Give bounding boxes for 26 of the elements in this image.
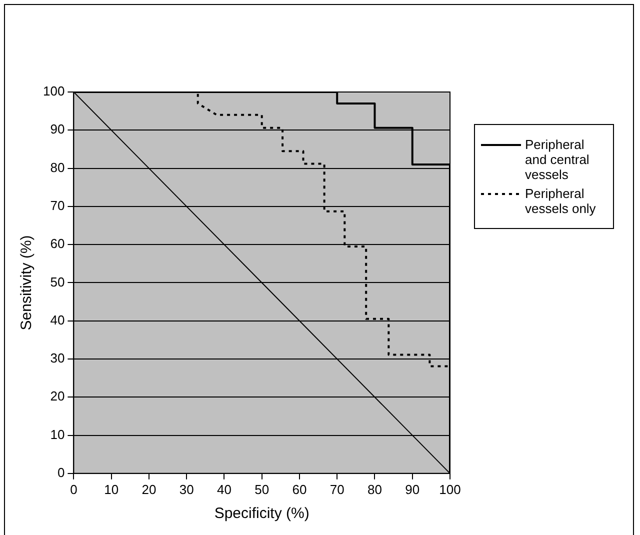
y-tick-label: 0 [57,464,65,480]
legend-label: Peripheral vessels only [525,186,597,216]
y-tick-label: 10 [50,426,65,442]
x-axis-title: Specificity (%) [214,505,310,522]
y-tick-label: 40 [50,312,65,328]
legend-label: Peripheral and central vessels [525,137,590,182]
y-tick-label: 70 [50,198,65,213]
y-axis-title: Sensitivity (%) [18,235,36,330]
x-tick-label: 0 [70,482,78,497]
x-tick-label: 100 [439,482,461,497]
y-tick-label: 50 [50,274,65,290]
x-tick-label: 70 [330,482,344,497]
x-tick-label: 50 [254,482,270,497]
y-tick-label: 20 [50,388,65,404]
y-tick-label: 80 [50,160,65,175]
y-tick-label: 60 [50,236,65,252]
y-tick-label: 100 [42,84,65,99]
x-tick-label: 60 [292,482,307,497]
x-tick-label: 40 [216,482,232,497]
y-tick-label: 90 [50,122,65,137]
y-tick-label: 30 [50,350,65,366]
x-tick-label: 10 [104,482,119,497]
x-tick-label: 80 [368,482,382,497]
x-tick-label: 20 [142,482,156,497]
x-tick-label: 30 [179,482,194,497]
x-tick-label: 90 [405,482,420,497]
